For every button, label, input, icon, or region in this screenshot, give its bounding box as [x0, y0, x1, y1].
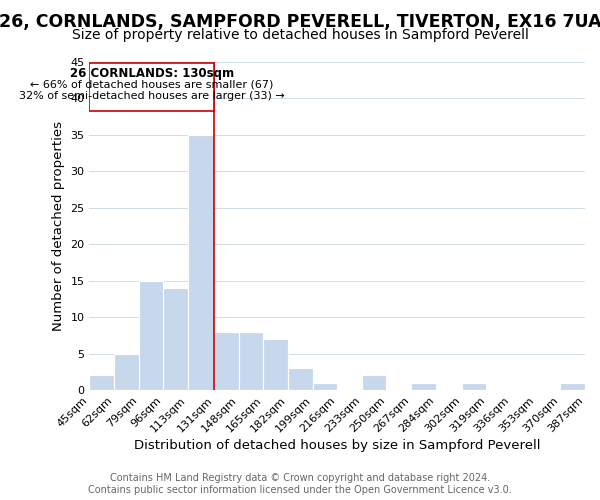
Bar [114, 354, 139, 390]
Text: Contains HM Land Registry data © Crown copyright and database right 2024.
Contai: Contains HM Land Registry data © Crown c… [88, 474, 512, 495]
Bar [239, 332, 263, 390]
Bar [362, 376, 386, 390]
Bar [89, 63, 214, 111]
Bar [411, 383, 436, 390]
Text: Size of property relative to detached houses in Sampford Peverell: Size of property relative to detached ho… [71, 28, 529, 42]
Text: 32% of semi-detached houses are larger (33) →: 32% of semi-detached houses are larger (… [19, 90, 284, 101]
Bar [214, 332, 239, 390]
Y-axis label: Number of detached properties: Number of detached properties [52, 121, 65, 331]
Bar [560, 383, 585, 390]
Bar [313, 383, 337, 390]
Bar [188, 134, 214, 390]
Text: ← 66% of detached houses are smaller (67): ← 66% of detached houses are smaller (67… [30, 79, 274, 89]
Bar [462, 383, 487, 390]
Text: 26, CORNLANDS, SAMPFORD PEVERELL, TIVERTON, EX16 7UA: 26, CORNLANDS, SAMPFORD PEVERELL, TIVERT… [0, 12, 600, 30]
Bar [288, 368, 313, 390]
X-axis label: Distribution of detached houses by size in Sampford Peverell: Distribution of detached houses by size … [134, 440, 541, 452]
Text: 26 CORNLANDS: 130sqm: 26 CORNLANDS: 130sqm [70, 66, 234, 80]
Bar [263, 339, 288, 390]
Bar [89, 376, 114, 390]
Bar [163, 288, 188, 390]
Bar [139, 280, 163, 390]
